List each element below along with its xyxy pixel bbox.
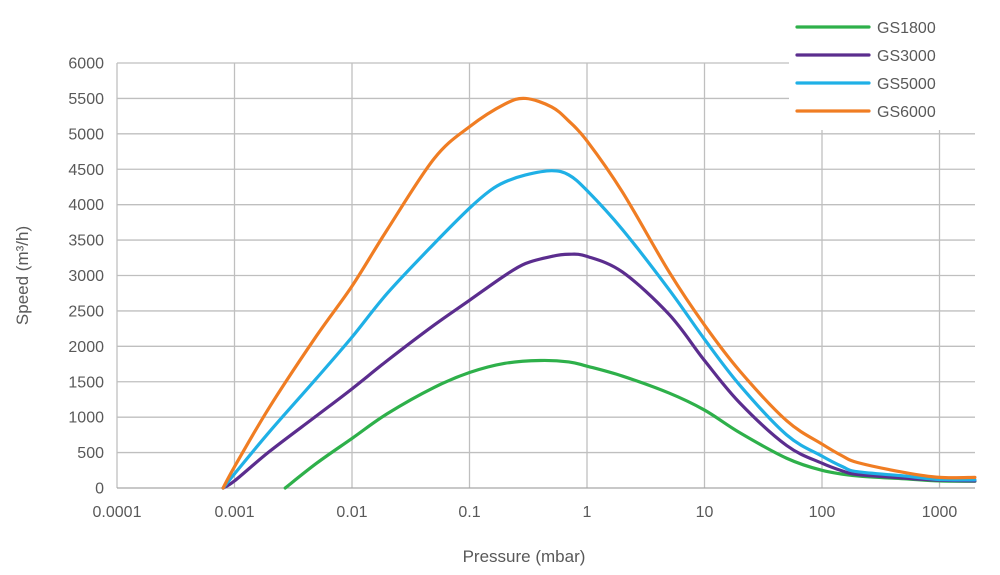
axes: 0 500 1000 1500 2000 2500 3000 3500 4000 4500 5000…	[68, 56, 975, 521]
x-tick-label: 0.0001	[93, 504, 142, 521]
x-tick-label: 100	[809, 504, 836, 521]
axis-labels: Pressure (mbar) Speed (m³/h)	[13, 226, 585, 566]
series-line-gs3000	[221, 252, 977, 490]
y-tick-label: 4000	[68, 197, 104, 214]
y-tick-label: 3000	[68, 268, 104, 285]
series-lines	[221, 96, 977, 490]
y-tick-label: 5000	[68, 126, 104, 143]
x-tick-label: 0.1	[458, 504, 480, 521]
y-tick-label: 1000	[68, 410, 104, 427]
legend-label-gs5000: GS5000	[877, 76, 936, 93]
legend-label-gs3000: GS3000	[877, 48, 936, 65]
grid	[116, 62, 975, 488]
y-tick-label: 4500	[68, 162, 104, 179]
legend-label-gs6000: GS6000	[877, 104, 936, 121]
series-line-gs6000	[221, 96, 977, 490]
y-tick-label: 6000	[68, 56, 104, 73]
series-line-gs1800	[283, 358, 977, 490]
x-tick-label: 1000	[922, 504, 958, 521]
x-tick-label: 1	[583, 504, 592, 521]
series-line-gs5000	[221, 169, 977, 490]
y-tick-label: 500	[77, 445, 104, 462]
y-tick-label: 0	[95, 481, 104, 498]
y-tick-label: 1500	[68, 374, 104, 391]
legend: GS1800 GS3000 GS5000 GS6000	[789, 12, 989, 130]
x-axis-title: Pressure (mbar)	[463, 547, 586, 566]
y-tick-label: 3500	[68, 233, 104, 250]
y-tick-label: 5500	[68, 91, 104, 108]
y-tick-label: 2500	[68, 303, 104, 320]
legend-label-gs1800: GS1800	[877, 20, 936, 37]
x-tick-label: 0.001	[214, 504, 254, 521]
y-tick-label: 2000	[68, 339, 104, 356]
x-tick-label: 0.01	[336, 504, 367, 521]
x-tick-label: 10	[696, 504, 714, 521]
y-axis-title: Speed (m³/h)	[13, 226, 32, 325]
